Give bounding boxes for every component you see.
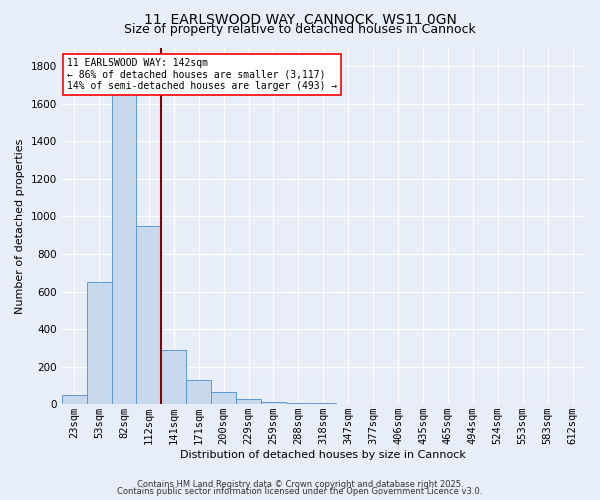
Text: Contains public sector information licensed under the Open Government Licence v3: Contains public sector information licen… [118,487,482,496]
Bar [311,403,336,404]
Bar [186,380,211,404]
Bar [112,94,136,404]
X-axis label: Distribution of detached houses by size in Cannock: Distribution of detached houses by size … [181,450,466,460]
Bar [161,350,186,404]
Bar [261,402,286,404]
Bar [86,282,112,404]
Text: Size of property relative to detached houses in Cannock: Size of property relative to detached ho… [124,22,476,36]
Text: Contains HM Land Registry data © Crown copyright and database right 2025.: Contains HM Land Registry data © Crown c… [137,480,463,489]
Y-axis label: Number of detached properties: Number of detached properties [15,138,25,314]
Bar [62,395,86,404]
Text: 11 EARLSWOOD WAY: 142sqm
← 86% of detached houses are smaller (3,117)
14% of sem: 11 EARLSWOOD WAY: 142sqm ← 86% of detach… [67,58,337,92]
Bar [136,226,161,404]
Bar [286,403,311,404]
Text: 11, EARLSWOOD WAY, CANNOCK, WS11 0GN: 11, EARLSWOOD WAY, CANNOCK, WS11 0GN [143,12,457,26]
Bar [236,400,261,404]
Bar [211,392,236,404]
